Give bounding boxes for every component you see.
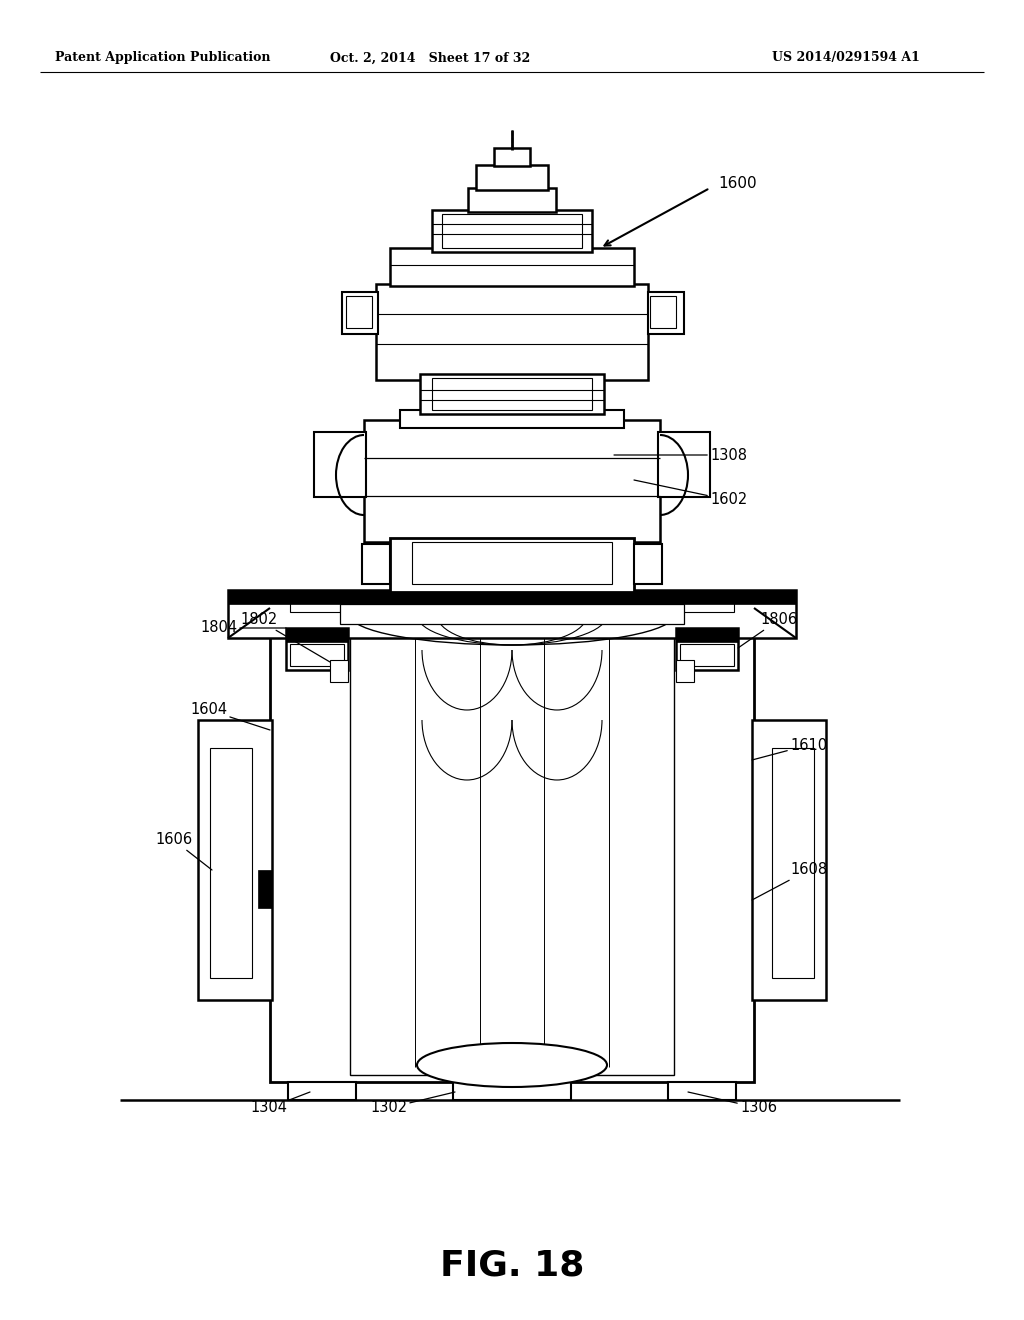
Text: 1306: 1306 [688,1092,777,1115]
Bar [362,544,390,583]
Text: 1610: 1610 [752,738,827,760]
Bar [270,591,754,609]
Bar [390,248,634,286]
Bar [342,292,378,334]
Bar [198,719,272,1001]
Bar [350,610,674,1074]
Bar [346,296,372,327]
Text: 1608: 1608 [752,862,827,900]
Bar [676,628,738,671]
Text: 1604: 1604 [190,702,270,730]
Bar [476,165,548,190]
Bar [432,210,592,252]
Bar [420,374,604,414]
Text: 1600: 1600 [718,176,757,190]
Bar [772,748,814,978]
Bar [228,590,796,605]
Bar [432,378,592,411]
Bar [330,660,348,682]
Bar [680,644,734,667]
Text: 1302: 1302 [370,1092,455,1115]
Text: 1804: 1804 [200,620,286,635]
Bar [376,284,648,380]
Bar [634,544,662,583]
Bar [286,628,348,671]
Text: Patent Application Publication: Patent Application Publication [55,51,270,65]
Bar [290,644,344,667]
Bar [270,601,754,1082]
Bar [676,628,738,642]
Bar [648,292,684,334]
Bar [314,432,366,498]
Ellipse shape [417,1043,607,1086]
Bar [650,296,676,327]
Bar [288,1082,356,1100]
Bar [340,605,684,624]
Bar [286,628,348,642]
Text: 1606: 1606 [155,833,212,870]
Bar [400,411,624,428]
Bar [442,214,582,248]
Bar [453,1082,571,1100]
Bar [676,660,694,682]
Bar [290,601,734,612]
Bar [752,719,826,1001]
Bar [390,539,634,591]
Text: FIG. 18: FIG. 18 [440,1247,584,1282]
Text: 1304: 1304 [250,1092,310,1115]
Text: 1802: 1802 [240,612,330,663]
Bar [468,187,556,213]
Text: 1602: 1602 [634,480,748,507]
Text: US 2014/0291594 A1: US 2014/0291594 A1 [772,51,920,65]
Bar [228,590,796,638]
Bar [668,1082,736,1100]
Bar [210,748,252,978]
Bar [494,148,530,166]
Bar [412,543,612,583]
Text: Oct. 2, 2014   Sheet 17 of 32: Oct. 2, 2014 Sheet 17 of 32 [330,51,530,65]
Bar [364,420,660,543]
Bar [258,870,272,908]
Text: 1806: 1806 [738,612,797,648]
Text: 1308: 1308 [614,447,746,462]
Bar [658,432,710,498]
